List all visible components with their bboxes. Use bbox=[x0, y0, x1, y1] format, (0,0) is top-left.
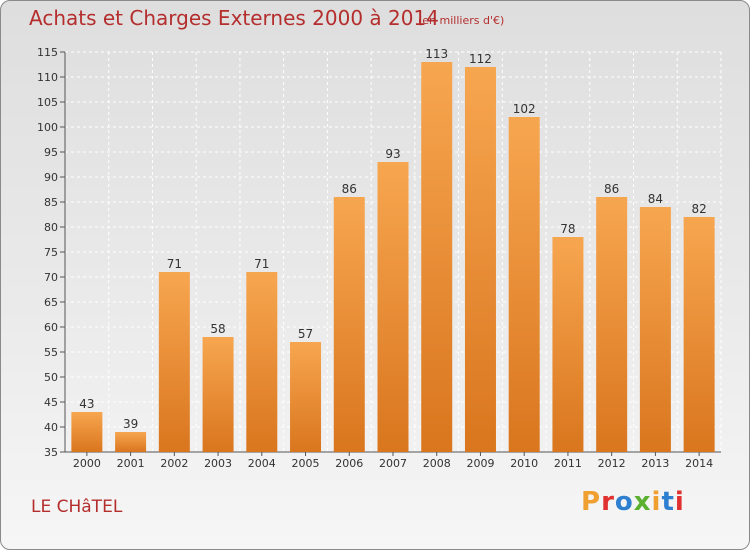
bar bbox=[115, 432, 147, 452]
x-tick-label: 2013 bbox=[641, 457, 669, 470]
y-tick-label: 100 bbox=[37, 121, 58, 134]
bar bbox=[202, 337, 234, 452]
y-tick-label: 55 bbox=[44, 346, 58, 359]
bar bbox=[246, 272, 278, 452]
bar-value-label: 43 bbox=[79, 397, 94, 411]
bar-value-label: 86 bbox=[604, 182, 619, 196]
bar bbox=[333, 197, 365, 452]
y-tick-label: 105 bbox=[37, 96, 58, 109]
y-tick-label: 40 bbox=[44, 421, 58, 434]
x-tick-label: 2000 bbox=[73, 457, 101, 470]
y-tick-label: 70 bbox=[44, 271, 58, 284]
x-tick-label: 2007 bbox=[379, 457, 407, 470]
bar bbox=[464, 67, 496, 452]
y-tick-label: 90 bbox=[44, 171, 58, 184]
y-tick-label: 35 bbox=[44, 446, 58, 459]
logo-letter: t bbox=[661, 487, 675, 517]
bar-value-label: 102 bbox=[513, 102, 536, 116]
bar bbox=[683, 217, 715, 452]
y-tick-label: 110 bbox=[37, 71, 58, 84]
bar-value-label: 84 bbox=[648, 192, 663, 206]
x-tick-label: 2008 bbox=[423, 457, 451, 470]
x-tick-label: 2002 bbox=[160, 457, 188, 470]
bar-value-label: 86 bbox=[342, 182, 357, 196]
logo-letter: i bbox=[651, 487, 662, 517]
y-tick-label: 65 bbox=[44, 296, 58, 309]
x-tick-label: 2010 bbox=[510, 457, 538, 470]
bar bbox=[377, 162, 409, 452]
y-tick-label: 45 bbox=[44, 396, 58, 409]
chart-subtitle: (en milliers d'€) bbox=[418, 14, 505, 27]
bar bbox=[508, 117, 540, 452]
bar bbox=[421, 62, 453, 452]
bar-value-label: 58 bbox=[210, 322, 225, 336]
bar bbox=[158, 272, 190, 452]
x-tick-label: 2003 bbox=[204, 457, 232, 470]
x-tick-label: 2001 bbox=[117, 457, 145, 470]
logo-letter: P bbox=[581, 487, 602, 517]
y-tick-label: 85 bbox=[44, 196, 58, 209]
commune-name: LE CHâTEL bbox=[31, 497, 123, 517]
bar-value-label: 112 bbox=[469, 52, 492, 66]
logo-letter: o bbox=[614, 487, 634, 517]
logo-letter: i bbox=[674, 487, 685, 517]
x-tick-label: 2009 bbox=[466, 457, 494, 470]
y-tick-label: 80 bbox=[44, 221, 58, 234]
y-tick-label: 115 bbox=[37, 46, 58, 59]
bar-value-label: 57 bbox=[298, 327, 313, 341]
y-tick-label: 95 bbox=[44, 146, 58, 159]
logo-letter: x bbox=[633, 487, 652, 517]
bar bbox=[639, 207, 671, 452]
y-tick-label: 60 bbox=[44, 321, 58, 334]
bar-value-label: 71 bbox=[254, 257, 269, 271]
bar-value-label: 39 bbox=[123, 417, 138, 431]
proxiti-logo: Proxiti bbox=[581, 487, 685, 517]
bar bbox=[290, 342, 322, 452]
bar-value-label: 78 bbox=[560, 222, 575, 236]
x-tick-label: 2006 bbox=[335, 457, 363, 470]
y-tick-label: 50 bbox=[44, 371, 58, 384]
bar bbox=[596, 197, 628, 452]
x-tick-label: 2004 bbox=[248, 457, 276, 470]
bar-value-label: 113 bbox=[425, 47, 448, 61]
x-tick-label: 2014 bbox=[685, 457, 713, 470]
x-tick-label: 2012 bbox=[598, 457, 626, 470]
chart-title: Achats et Charges Externes 2000 à 2014 bbox=[29, 6, 439, 30]
bar bbox=[552, 237, 584, 452]
bar-value-label: 71 bbox=[167, 257, 182, 271]
bar-value-label: 82 bbox=[691, 202, 706, 216]
y-tick-label: 75 bbox=[44, 246, 58, 259]
logo-letter: r bbox=[601, 487, 615, 517]
x-tick-label: 2011 bbox=[554, 457, 582, 470]
x-tick-label: 2005 bbox=[292, 457, 320, 470]
bar-value-label: 93 bbox=[385, 147, 400, 161]
bar bbox=[71, 412, 103, 452]
